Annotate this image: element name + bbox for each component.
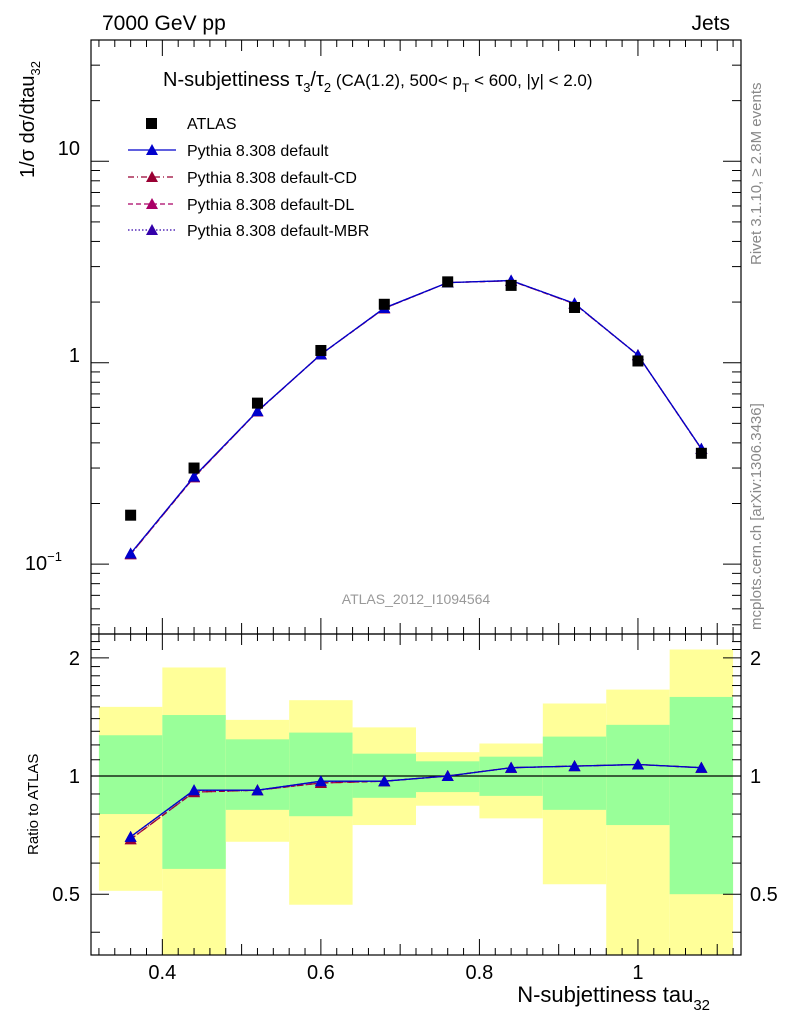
series-default-ratio-point bbox=[441, 770, 454, 782]
series-default-ratio-point bbox=[251, 784, 264, 796]
series-default-ratio-point bbox=[124, 830, 137, 842]
legend-label-dl: Pythia 8.308 default-DL bbox=[187, 197, 354, 214]
ratio-band-inner bbox=[542, 736, 607, 810]
atlas-data-point bbox=[695, 447, 707, 459]
title-tau3: τ bbox=[295, 69, 303, 91]
main-panel bbox=[90, 39, 742, 635]
series-default-ratio-point bbox=[568, 760, 581, 772]
header-right: Jets bbox=[691, 12, 730, 35]
x-axis-label-main: N-subjettiness tau bbox=[517, 982, 693, 1007]
series-dl-line bbox=[130, 280, 702, 555]
series-cd-line bbox=[130, 280, 702, 555]
ratio-y-axis-label: Ratio to ATLAS bbox=[25, 754, 42, 855]
ratio-y-tick-label-right: 0.5 bbox=[750, 884, 778, 906]
title-tau2: τ bbox=[316, 69, 324, 91]
series-default-line bbox=[130, 279, 702, 554]
x-tick-label: 1 bbox=[632, 962, 643, 984]
legend: ATLAS Pythia 8.308 default Pythia 8.308 … bbox=[128, 116, 369, 240]
atlas-data-point bbox=[378, 298, 390, 310]
atlas-data-point bbox=[442, 276, 454, 288]
title-sub3: 3 bbox=[303, 80, 310, 95]
rivet-label: Rivet 3.1.10, ≥ 2.8M events bbox=[748, 83, 765, 266]
x-axis-label-sub: 32 bbox=[693, 997, 710, 1014]
title-cut-sub: T bbox=[462, 81, 470, 95]
y-tick-label-10: 10 bbox=[58, 138, 80, 160]
y-tick-label-0p1-exp: −1 bbox=[47, 549, 62, 564]
series-default-ratio-point bbox=[631, 758, 644, 770]
atlas-data-point bbox=[125, 509, 137, 521]
x-tick-label: 0.6 bbox=[307, 962, 335, 984]
atlas-data-point bbox=[505, 279, 517, 291]
atlas-data-point bbox=[315, 344, 327, 356]
title-slash: / bbox=[310, 69, 316, 91]
legend-label-default: Pythia 8.308 default bbox=[187, 143, 329, 160]
legend-marker-atlas bbox=[146, 118, 157, 129]
ratio-band-inner bbox=[606, 724, 670, 826]
y-axis-label-main: 1/σ dσ/dtau bbox=[17, 75, 39, 178]
ratio-y-tick-label-right: 1 bbox=[750, 766, 761, 788]
title-cut-a: (CA(1.2), 500< p bbox=[331, 71, 462, 90]
y-tick-label-1: 1 bbox=[69, 345, 80, 367]
legend-label-atlas: ATLAS bbox=[187, 116, 237, 133]
title-cut-b: < 600, |y| < 2.0) bbox=[469, 71, 592, 90]
series-default-ratio-point bbox=[378, 775, 391, 787]
y-axis-label-sub: 32 bbox=[28, 61, 43, 75]
atlas-data-point bbox=[569, 301, 581, 313]
series-default-ratio-point bbox=[188, 784, 201, 796]
series-default-ratio-point bbox=[314, 775, 327, 787]
ratio-panel: 0.4 0.6 0.8 1 2 2 1 1 0.5 0.5 bbox=[52, 633, 778, 984]
ratio-band-inner bbox=[98, 735, 163, 815]
legend-marker-dl bbox=[146, 198, 158, 209]
ratio-y-tick-label-left: 0.5 bbox=[52, 884, 80, 906]
series-default-point bbox=[251, 405, 264, 417]
series-default-ratio-point bbox=[695, 761, 708, 773]
mcplots-label: mcplots.cern.ch [arXiv:1306.3436] bbox=[748, 403, 765, 630]
ratio-band-inner bbox=[225, 739, 290, 810]
atlas-data-point bbox=[188, 462, 200, 474]
ratio-y-tick-label-left: 1 bbox=[69, 766, 80, 788]
x-tick-label: 0.8 bbox=[466, 962, 494, 984]
series-default-ratio-point bbox=[505, 761, 518, 773]
series-mbr-line bbox=[130, 279, 702, 554]
ratio-y-tick-label-left: 2 bbox=[69, 648, 80, 670]
x-tick-label: 0.4 bbox=[148, 962, 176, 984]
ratio-y-tick-label-right: 2 bbox=[750, 648, 761, 670]
legend-label-cd: Pythia 8.308 default-CD bbox=[187, 170, 357, 187]
legend-marker-mbr bbox=[146, 224, 158, 235]
plot-title: N-subjettiness τ3/τ2 (CA(1.2), 500< pT <… bbox=[163, 69, 593, 95]
y-axis-label: 1/σ dσ/dtau32 bbox=[17, 61, 43, 178]
y-tick-label-0p1-base: 10 bbox=[25, 553, 47, 575]
series-default-point bbox=[188, 470, 201, 482]
header-left: 7000 GeV pp bbox=[102, 12, 226, 35]
series-default-point bbox=[124, 547, 137, 559]
ratio-band-inner bbox=[289, 732, 353, 817]
legend-label-mbr: Pythia 8.308 default-MBR bbox=[187, 223, 369, 240]
ratio-band-inner bbox=[669, 696, 734, 895]
atlas-data-point bbox=[632, 355, 644, 367]
series-default-ratio-line bbox=[130, 763, 702, 838]
title-main: N-subjettiness bbox=[163, 69, 295, 91]
atlas-data-point bbox=[251, 397, 263, 409]
legend-marker-default bbox=[146, 144, 158, 155]
analysis-label: ATLAS_2012_I1094564 bbox=[342, 591, 491, 607]
y-tick-label-0p1: 10−1 bbox=[25, 549, 62, 575]
legend-marker-cd bbox=[146, 171, 158, 182]
title-sub2: 2 bbox=[324, 80, 331, 95]
x-axis-label: N-subjettiness tau32 bbox=[517, 982, 710, 1014]
